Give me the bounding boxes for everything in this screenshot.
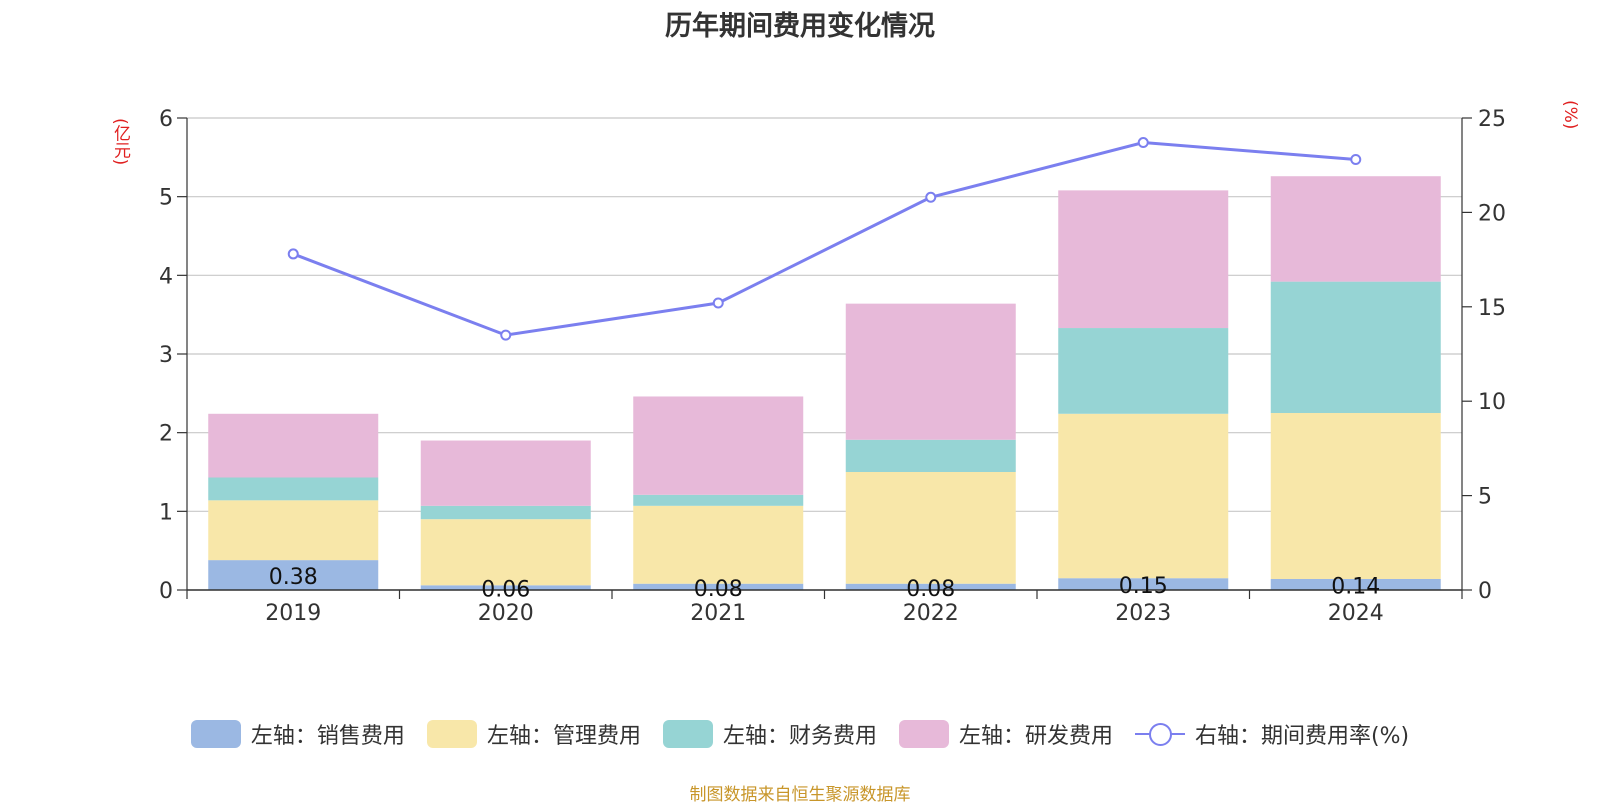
- bar-segment-3: [1270, 281, 1441, 413]
- bar-segment-2: [845, 472, 1016, 584]
- bar-data-label: 0.14: [1331, 574, 1380, 599]
- bar-segment-1: [208, 560, 379, 590]
- x-tick-label: 2019: [265, 601, 321, 626]
- legend-swatch-rnd: [898, 720, 949, 748]
- chart-legend: 左轴：销售费用 左轴：管理费用 左轴：财务费用 左轴：研发费用 右轴：期间费用率…: [0, 718, 1600, 750]
- y-left-tick-label: 5: [159, 186, 173, 211]
- bar-segment-1: [633, 583, 804, 590]
- legend-item-rnd[interactable]: 左轴：研发费用: [898, 718, 1113, 750]
- legend-label-finance: 左轴：财务费用: [722, 724, 877, 749]
- bar-segment-2: [420, 519, 591, 586]
- bar-segment-3: [633, 494, 804, 506]
- legend-item-sales[interactable]: 左轴：销售费用: [190, 718, 405, 750]
- expense-rate-point: [712, 297, 724, 309]
- bar-segment-3: [208, 477, 379, 501]
- legend-item-finance[interactable]: 左轴：财务费用: [662, 718, 877, 750]
- y-right-tick-label: 5: [1478, 485, 1492, 510]
- bar-segment-1: [1270, 578, 1441, 590]
- chart-title: 历年期间费用变化情况: [665, 11, 935, 42]
- expense-rate-point: [925, 191, 937, 203]
- bar-segment-4: [420, 440, 591, 506]
- bar-segment-2: [1270, 413, 1441, 579]
- y-left-tick-label: 0: [159, 579, 173, 604]
- x-tick-label: 2023: [1115, 601, 1171, 626]
- right-axis-unit: (%): [1560, 100, 1580, 130]
- y-left-tick-label: 6: [159, 107, 173, 132]
- bar-segment-4: [633, 396, 804, 495]
- y-right-tick-label: 25: [1478, 107, 1506, 132]
- bar-segment-3: [845, 439, 1016, 472]
- y-left-tick-label: 1: [159, 500, 173, 525]
- bar-segment-2: [633, 505, 804, 584]
- bar-segment-2: [1058, 413, 1229, 579]
- chart-plot: 0 1 2 3 4 5 6 0 5 10 15 20 25 2019 2020 2021 2022 2023 202…: [159, 107, 1506, 626]
- bar-segment-4: [1270, 176, 1441, 282]
- y-left-tick-label: 4: [159, 264, 173, 289]
- x-tick-label: 2020: [478, 601, 534, 626]
- expense-rate-point: [1350, 154, 1362, 166]
- legend-label-expense-rate: 右轴：期间费用率(%): [1194, 724, 1410, 749]
- bar-segment-3: [1058, 328, 1229, 414]
- bar-data-label: 0.38: [269, 565, 318, 590]
- y-right-tick-label: 0: [1478, 579, 1492, 604]
- legend-swatch-finance: [662, 720, 713, 748]
- y-right-tick-label: 20: [1478, 201, 1506, 226]
- legend-label-rnd: 左轴：研发费用: [958, 724, 1113, 749]
- left-axis-unit: (亿元): [110, 118, 130, 166]
- y-left-tick-label: 2: [159, 422, 173, 447]
- y-left-tick-label: 3: [159, 343, 173, 368]
- y-right-tick-label: 15: [1478, 296, 1506, 321]
- expense-rate-point: [500, 329, 512, 341]
- bar-data-label: 0.06: [481, 578, 530, 603]
- x-tick-label: 2021: [690, 601, 746, 626]
- x-tick-label: 2022: [903, 601, 959, 626]
- bar-segment-4: [208, 413, 379, 478]
- bar-segment-4: [1058, 190, 1229, 329]
- bar-segment-1: [845, 583, 1016, 590]
- legend-label-admin: 左轴：管理费用: [486, 724, 641, 749]
- bar-segment-1: [1058, 578, 1229, 590]
- legend-item-admin[interactable]: 左轴：管理费用: [426, 718, 641, 750]
- bar-data-label: 0.15: [1119, 574, 1168, 599]
- bar-data-label: 0.08: [906, 577, 955, 602]
- bar-segment-1: [420, 585, 591, 590]
- bar-segment-2: [208, 500, 379, 561]
- y-right-tick-label: 10: [1478, 390, 1506, 415]
- expense-rate-point: [287, 248, 299, 260]
- data-source-note: 制图数据来自恒生聚源数据库: [689, 785, 911, 805]
- x-tick-label: 2024: [1328, 601, 1384, 626]
- legend-item-expense-rate[interactable]: 右轴：期间费用率(%): [1134, 718, 1410, 750]
- legend-swatch-admin: [426, 720, 477, 748]
- legend-swatch-expense-rate: [1134, 720, 1185, 748]
- bar-segment-4: [845, 303, 1016, 440]
- bar-data-label: 0.08: [694, 577, 743, 602]
- legend-swatch-sales: [190, 720, 241, 748]
- expense-rate-point: [1137, 137, 1149, 149]
- expense-rate-line: [292, 141, 1356, 337]
- legend-label-sales: 左轴：销售费用: [250, 724, 405, 749]
- bar-segment-3: [420, 505, 591, 520]
